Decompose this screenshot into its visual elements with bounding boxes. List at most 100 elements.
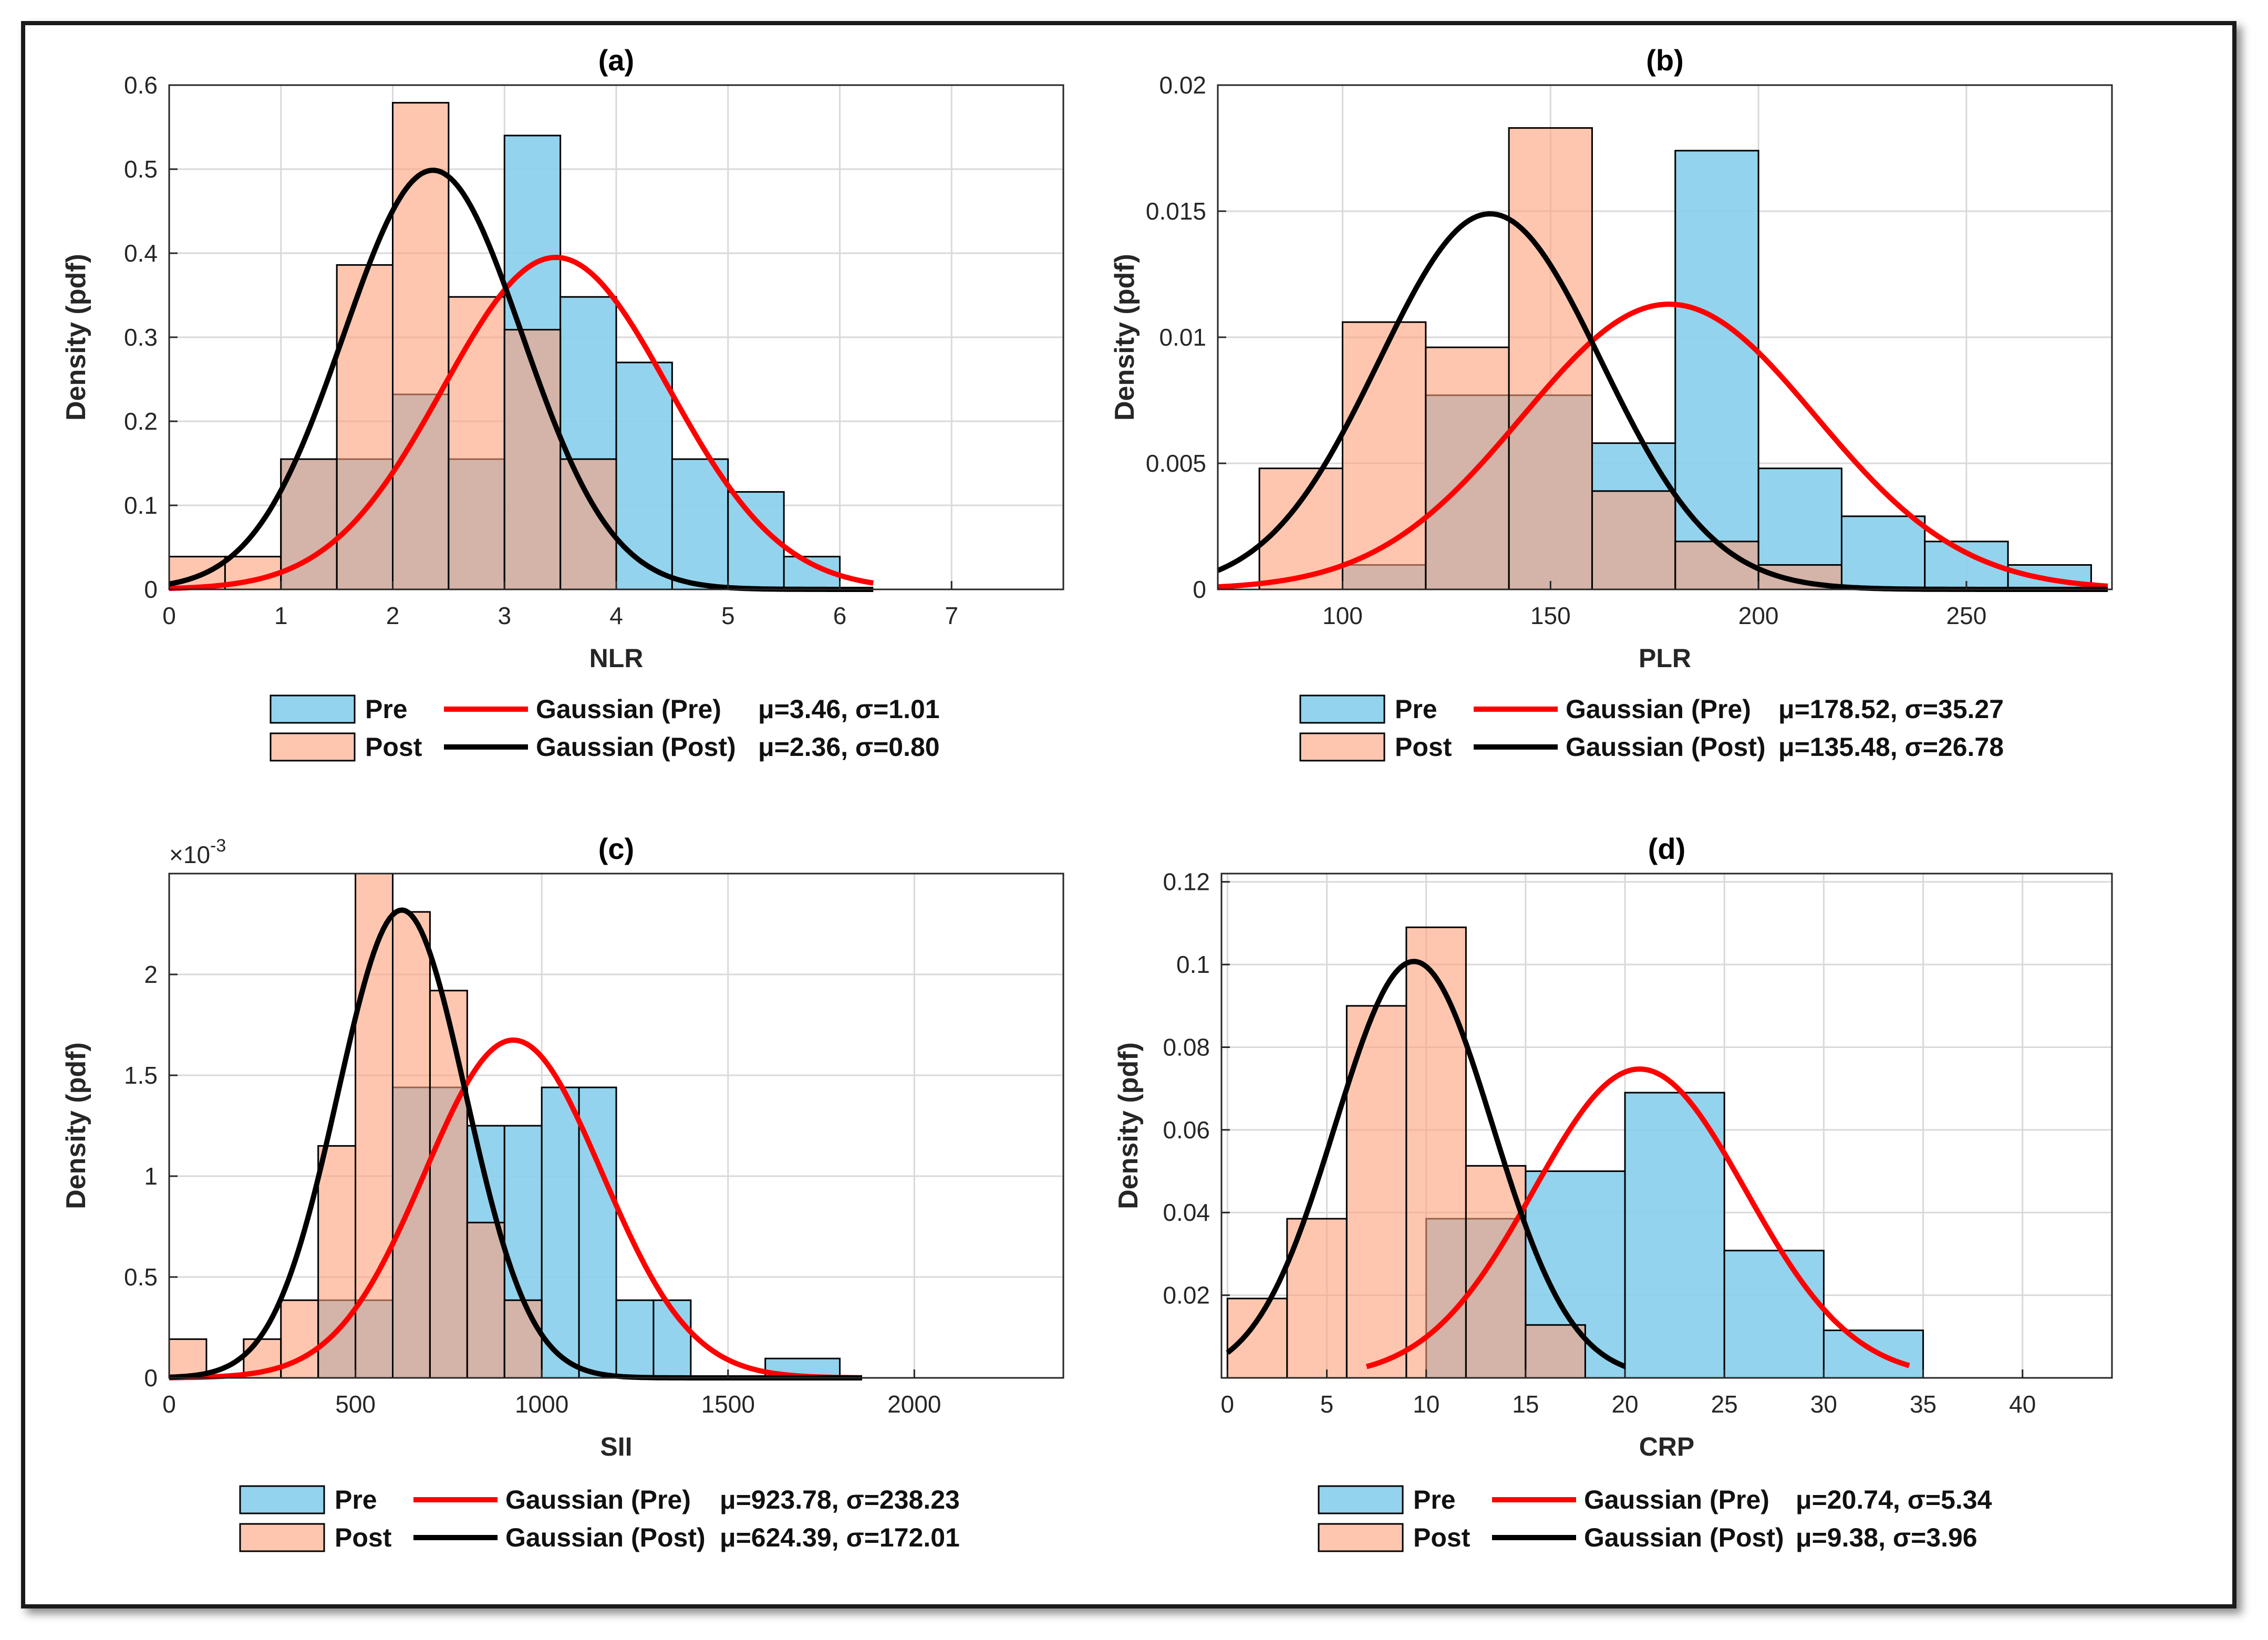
legend-swatch-pre (1318, 1485, 1404, 1514)
y-tick-label: 0 (144, 576, 158, 603)
x-tick-label: 5 (1320, 1390, 1334, 1418)
x-tick-label: 0 (162, 602, 176, 629)
x-tick-label: 1 (274, 602, 288, 629)
bar-post (503, 329, 562, 590)
legend-stats-pre: μ=3.46, σ=1.01 (758, 694, 940, 724)
y-tick-label: 0.06 (1163, 1116, 1210, 1144)
gaussian-pre-curve (169, 255, 874, 591)
gaussian-pre-curve (1365, 1066, 1910, 1369)
x-axis-label: SII (600, 1432, 632, 1461)
legend-stats-post: μ=9.38, σ=3.96 (1796, 1523, 1977, 1552)
legend-stats-pre: μ=178.52, σ=35.27 (1778, 694, 2004, 724)
y-tick-label: 0 (144, 1364, 158, 1392)
legend-label-gauss-post: Gaussian (Post) (1584, 1523, 1784, 1552)
x-tick-label: 200 (1738, 602, 1779, 629)
legend-swatch-pre (270, 694, 356, 724)
y-tick-label: 0.08 (1163, 1033, 1210, 1061)
x-tick-label: 0 (1221, 1390, 1235, 1418)
legend-swatch-pre (1299, 694, 1385, 724)
bar-post (1674, 541, 1759, 590)
bar-post (1226, 1298, 1288, 1379)
bar-post (1405, 926, 1467, 1379)
x-tick-label: 20 (1611, 1390, 1638, 1418)
y-tick-label: 0 (1193, 576, 1206, 603)
legend-label-gauss-pre: Gaussian (Pre) (505, 1485, 691, 1514)
y-tick-label: 0.6 (124, 71, 158, 99)
bar-pre (1840, 515, 1926, 590)
x-tick-label: 4 (609, 602, 623, 629)
legend-label-gauss-post: Gaussian (Post) (536, 732, 736, 762)
legend-label-post: Post (365, 732, 422, 762)
legend-stats-pre: μ=20.74, σ=5.34 (1796, 1485, 1992, 1514)
legend-swatch-post (239, 1523, 325, 1552)
y-tick-label: 0.12 (1163, 868, 1210, 896)
legend-label-gauss-pre: Gaussian (Pre) (1566, 694, 1751, 724)
x-tick-label: 6 (833, 602, 847, 629)
y-tick-label: 0.015 (1146, 198, 1206, 225)
x-tick-label: 40 (2009, 1390, 2036, 1418)
bar-post (1345, 1005, 1407, 1379)
legend-label-post: Post (335, 1523, 392, 1552)
y-tick-label: 0.3 (124, 324, 158, 351)
legend-label-gauss-post: Gaussian (Post) (505, 1523, 706, 1552)
bar-post (1508, 127, 1593, 590)
gaussian-pre-curve (169, 1037, 862, 1380)
y-tick-label: 0.5 (124, 1263, 158, 1291)
legend-label-pre: Pre (335, 1485, 377, 1514)
x-tick-label: 10 (1413, 1390, 1439, 1418)
panel-a: 0 1 2 3 4 5 6 7 0 0.1 0.2 0.3 0.4 0.5 0.6 (a) NLR Density… (61, 44, 1064, 762)
y-tick-label: 0.02 (1163, 1282, 1210, 1309)
x-tick-label: 250 (1946, 602, 1987, 629)
x-tick-label: 2 (386, 602, 400, 629)
bar-pre (1723, 1250, 1825, 1379)
y-tick-label: 0.5 (124, 155, 158, 183)
panel-title: (c) (598, 832, 634, 865)
x-tick-label: 5 (721, 602, 735, 629)
legend-stats-post: μ=135.48, σ=26.78 (1778, 732, 2004, 762)
bar-post (429, 990, 468, 1379)
x-tick-label: 7 (945, 602, 958, 629)
legend-stats-post: μ=624.39, σ=172.01 (720, 1523, 960, 1552)
x-tick-label: 150 (1530, 602, 1571, 629)
legend-label-pre: Pre (1413, 1485, 1456, 1514)
bar-post (392, 102, 450, 590)
legend-label-gauss-pre: Gaussian (Pre) (1584, 1485, 1769, 1514)
bar-post (1341, 321, 1427, 590)
legend-label-post: Post (1395, 732, 1452, 762)
bar-post (1591, 490, 1676, 590)
bar-pre (541, 1086, 580, 1379)
panel-title: (a) (598, 44, 634, 77)
y-axis-label: Density (pdf) (61, 1042, 91, 1209)
bar-post (448, 296, 505, 590)
x-tick-label: 2000 (887, 1390, 941, 1418)
bar-pre (615, 1299, 655, 1379)
x-tick-label: 1500 (701, 1390, 755, 1418)
x-tick-label: 15 (1512, 1390, 1539, 1418)
y-tick-label: 0.04 (1163, 1199, 1210, 1226)
y-tick-label: 1 (144, 1162, 158, 1190)
x-tick-label: 500 (335, 1390, 376, 1418)
bar-post (392, 911, 431, 1379)
legend-label-post: Post (1413, 1523, 1470, 1552)
axes-box (168, 873, 1064, 1379)
y-axis-label: Density (pdf) (1113, 1042, 1144, 1209)
legend-stats-pre: μ=923.78, σ=238.23 (720, 1485, 960, 1514)
bar-pre (1624, 1092, 1725, 1379)
gaussian-post-curve (1226, 959, 1626, 1369)
panel-c: 0 500 1000 1500 2000 0 0.5 1 1.5 2 ×10-3 (c) SII Dens… (61, 832, 1064, 1552)
x-axis-label: NLR (589, 643, 644, 673)
bar-pre (1674, 150, 1759, 590)
y-tick-label: 1.5 (124, 1062, 158, 1089)
bar-post (1425, 346, 1510, 590)
y-tick-label: 2 (144, 961, 158, 988)
y-tick-label: 0.005 (1146, 450, 1206, 477)
legend-stats-post: μ=2.36, σ=0.80 (758, 732, 940, 762)
panel-d: 0 5 10 15 20 25 30 35 40 0.02 0.04 0.06 0.08 0.1 0.12 (… (1113, 832, 2113, 1552)
bar-post (503, 1299, 543, 1379)
y-tick-label: 0.02 (1159, 71, 1206, 99)
legend-swatch-post (1299, 732, 1385, 762)
bar-pre (615, 361, 673, 590)
y-axis-label: Density (pdf) (1110, 254, 1140, 421)
legend-label-gauss-pre: Gaussian (Pre) (536, 694, 721, 724)
